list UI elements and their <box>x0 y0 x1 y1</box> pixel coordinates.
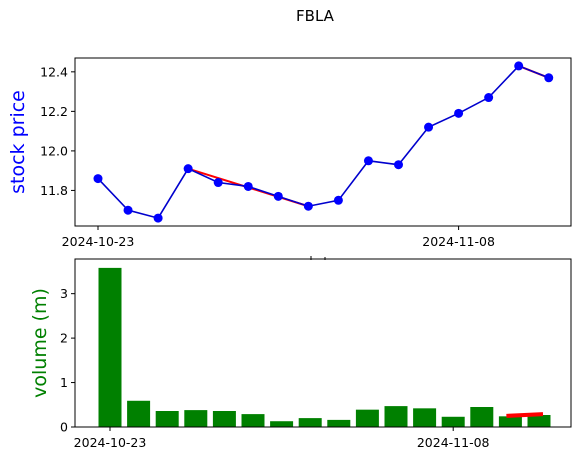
price-marker <box>183 164 193 174</box>
volume-bar <box>127 400 151 427</box>
price-marker <box>213 178 223 188</box>
volume-bar <box>355 409 379 427</box>
price-chart: stock price 11.812.012.212.4 2024-10-23 2… <box>7 57 572 249</box>
volume-bar <box>298 418 322 427</box>
volume-x-tick-label: 2024-10-23 <box>74 435 147 450</box>
price-y-axis-label: stock price <box>7 90 29 194</box>
price-x-ticks: 2024-10-23 2024-11-08 <box>62 226 495 249</box>
price-axes-frame <box>74 57 572 227</box>
volume-bar <box>184 410 208 427</box>
price-y-tick-label: 12.0 <box>40 143 68 158</box>
price-marker <box>243 181 253 191</box>
volume-bar <box>527 415 551 427</box>
price-marker <box>93 174 103 184</box>
volume-x-ticks: 2024-10-23 2024-11-08 <box>74 427 490 450</box>
volume-y-tick-label: 3 <box>60 286 68 301</box>
volume-bar <box>441 416 465 427</box>
price-markers <box>93 61 554 223</box>
price-x-tick-label: 2024-10-23 <box>62 234 135 249</box>
volume-bars <box>98 267 551 427</box>
volume-chart: volume (m) 0 1 2 3 2024-10-23 2024-11-08 <box>29 258 572 450</box>
price-y-tick-label: 12.4 <box>40 64 68 79</box>
price-y-ticks: 11.8 12.0 12.2 12.4 <box>40 64 75 198</box>
volume-axes-frame <box>74 258 572 428</box>
volume-y-axis-label: volume (m) <box>29 288 51 398</box>
volume-bar <box>98 267 122 427</box>
volume-bar <box>498 416 522 427</box>
price-series-line <box>97 64 550 220</box>
volume-bar <box>384 406 408 427</box>
volume-trend-lines <box>506 412 544 418</box>
price-x-tick-label: 2024-11-08 <box>422 234 495 249</box>
price-y-tick-label: 12.2 <box>40 104 68 119</box>
volume-bar <box>212 411 236 427</box>
volume-x-tick-label: 2024-11-08 <box>417 435 490 450</box>
price-marker <box>333 195 343 205</box>
figure-title: FBLA <box>296 7 335 25</box>
volume-y-ticks: 0 1 2 3 <box>60 286 75 435</box>
volume-trend-line <box>506 412 544 418</box>
volume-bar <box>470 407 494 427</box>
price-marker <box>454 108 464 118</box>
volume-bar <box>241 414 265 427</box>
price-marker <box>544 73 554 83</box>
volume-bar <box>413 408 437 427</box>
volume-y-tick-label: 0 <box>60 420 68 435</box>
price-marker <box>123 205 133 215</box>
price-marker <box>273 191 283 201</box>
volume-y-tick-label: 2 <box>60 331 68 346</box>
price-marker <box>394 160 403 170</box>
volume-bar <box>155 411 179 427</box>
price-marker <box>484 93 494 103</box>
price-marker <box>363 156 373 166</box>
price-marker <box>424 122 434 132</box>
price-marker <box>303 201 313 211</box>
volume-bar <box>270 421 294 427</box>
price-marker <box>153 213 163 223</box>
volume-bar <box>327 419 351 427</box>
volume-y-tick-label: 1 <box>60 375 68 390</box>
price-y-tick-label: 11.8 <box>40 183 68 198</box>
price-marker <box>514 61 524 71</box>
